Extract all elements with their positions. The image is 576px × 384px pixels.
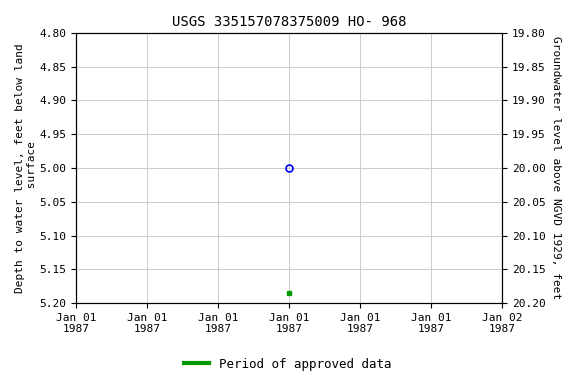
Legend: Period of approved data: Period of approved data [179,353,397,376]
Y-axis label: Depth to water level, feet below land
 surface: Depth to water level, feet below land su… [15,43,37,293]
Y-axis label: Groundwater level above NGVD 1929, feet: Groundwater level above NGVD 1929, feet [551,36,561,300]
Title: USGS 335157078375009 HO- 968: USGS 335157078375009 HO- 968 [172,15,406,29]
